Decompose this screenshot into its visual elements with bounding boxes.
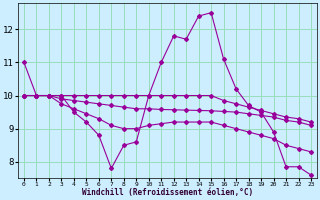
X-axis label: Windchill (Refroidissement éolien,°C): Windchill (Refroidissement éolien,°C) [82,188,253,197]
